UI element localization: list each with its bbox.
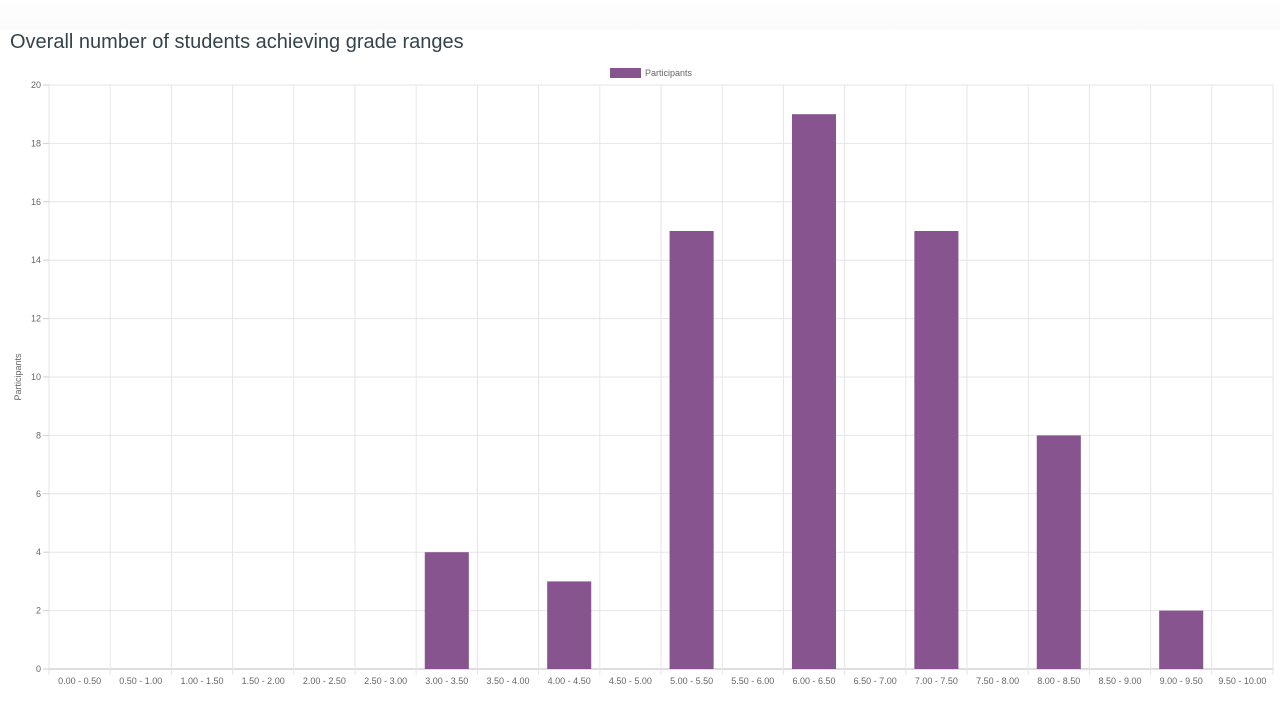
y-tick-label: 4 [36,547,41,557]
y-tick-label: 14 [31,255,41,265]
x-tick-label: 0.00 - 0.50 [58,676,101,686]
y-tick-label: 20 [31,80,41,90]
x-tick-label: 7.50 - 8.00 [976,676,1019,686]
chart-grid [48,84,1274,675]
x-tick-label: 7.00 - 7.50 [915,676,958,686]
x-tick-label: 9.50 - 10.00 [1218,676,1266,686]
legend-label: Participants [645,68,693,78]
y-tick-label: 6 [36,489,41,499]
x-tick-label: 3.00 - 3.50 [425,676,468,686]
page-title: Overall number of students achieving gra… [10,31,464,53]
legend-swatch [610,68,641,78]
y-tick-label: 0 [36,664,41,674]
y-axis-title: Participants [13,353,23,401]
x-tick-label: 4.50 - 5.00 [609,676,652,686]
x-tick-label: 8.50 - 9.00 [1098,676,1141,686]
y-tick-label: 18 [31,138,41,148]
top-band [0,0,1280,30]
x-tick-label: 2.00 - 2.50 [303,676,346,686]
chart-axes: 0 2 4 6 8 10 12 14 16 18 20 0.00 - 0.50 0.50 - 1.00 1… [13,80,1266,686]
x-tick-label: 1.00 - 1.50 [180,676,223,686]
bar-9-00-9-50 [1159,610,1204,669]
x-tick-label: 6.50 - 7.00 [854,676,897,686]
x-tick-label: 0.50 - 1.00 [119,676,162,686]
y-tick-label: 12 [31,314,41,324]
y-tick-label: 16 [31,197,41,207]
x-tick-label: 2.50 - 3.00 [364,676,407,686]
chart-bars [424,114,1204,669]
bar-4-00-4-50 [547,581,592,669]
x-tick-label: 8.00 - 8.50 [1037,676,1080,686]
y-tick-label: 8 [36,430,41,440]
y-tick-label: 10 [31,372,41,382]
x-tick-label: 4.00 - 4.50 [548,676,591,686]
x-tick-label: 6.00 - 6.50 [792,676,835,686]
bar-7-00-7-50 [914,231,959,669]
bar-5-00-5-50 [669,231,714,669]
y-tick-label: 2 [36,606,41,616]
x-tick-label: 5.50 - 6.00 [731,676,774,686]
x-tick-label: 1.50 - 2.00 [242,676,285,686]
x-tick-label: 9.00 - 9.50 [1160,676,1203,686]
bar-3-00-3-50 [424,552,469,669]
bar-6-00-6-50 [791,114,837,669]
chart-legend: Participants [610,68,693,78]
x-tick-label: 5.00 - 5.50 [670,676,713,686]
x-tick-label: 3.50 - 4.00 [486,676,529,686]
bar-8-00-8-50 [1036,435,1081,669]
